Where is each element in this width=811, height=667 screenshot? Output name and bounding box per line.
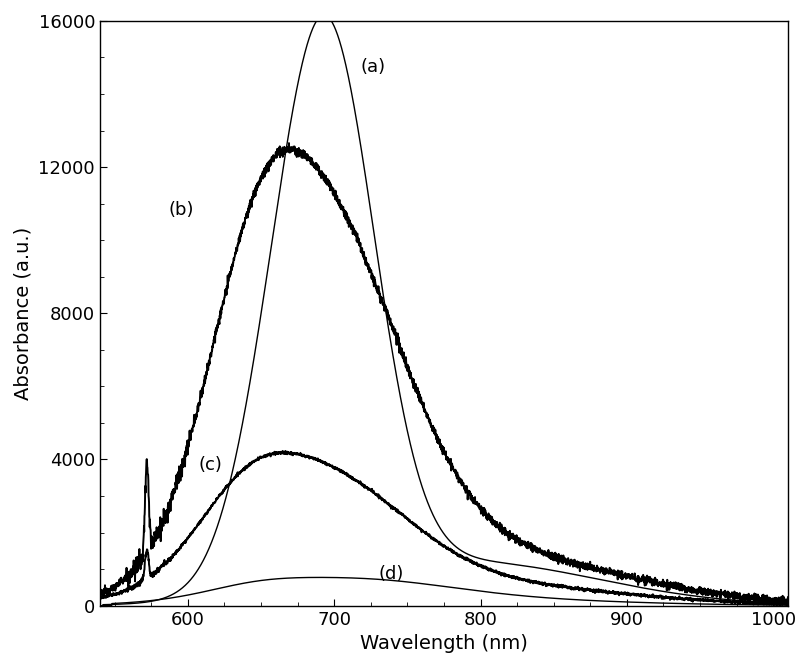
X-axis label: Wavelength (nm): Wavelength (nm) — [360, 634, 528, 653]
Text: (d): (d) — [378, 566, 403, 584]
Y-axis label: Absorbance (a.u.): Absorbance (a.u.) — [14, 227, 33, 400]
Text: (a): (a) — [360, 58, 385, 76]
Text: (b): (b) — [169, 201, 194, 219]
Text: (c): (c) — [198, 456, 222, 474]
